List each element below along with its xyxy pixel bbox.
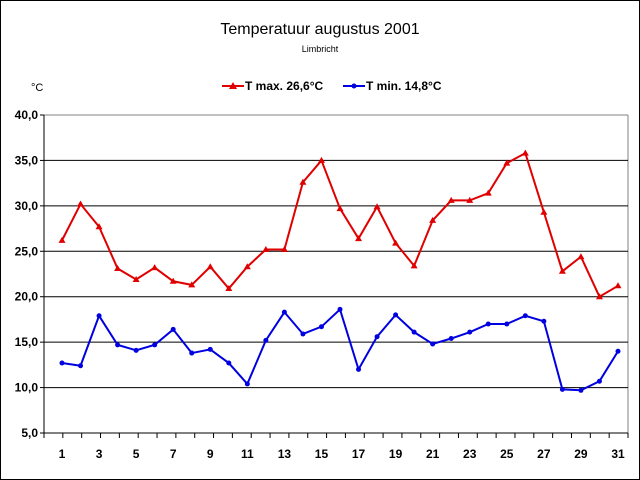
y-tick-label: 30,0: [15, 199, 39, 213]
data-point-tmin: [448, 336, 454, 342]
data-point-tmin: [522, 313, 528, 319]
data-point-tmax: [484, 189, 492, 196]
data-point-tmin: [281, 309, 287, 315]
data-point-tmax: [114, 265, 122, 272]
data-point-tmax: [188, 281, 196, 288]
data-point-tmin: [170, 326, 176, 332]
legend-label-tmax: T max. 26,6°C: [245, 79, 324, 93]
data-point-tmin: [263, 337, 269, 343]
data-point-tmax: [595, 293, 603, 300]
x-tick-label: 7: [170, 447, 177, 461]
data-point-tmin: [411, 329, 417, 335]
data-point-tmin: [189, 350, 195, 356]
data-point-tmin: [318, 324, 324, 330]
data-point-tmax: [373, 203, 381, 210]
data-point-tmax: [392, 239, 400, 246]
data-point-tmax: [503, 159, 511, 166]
x-tick-label: 5: [133, 447, 140, 461]
data-point-tmin: [244, 381, 250, 387]
legend-marker-tmax: [229, 82, 237, 89]
x-tick-label: 29: [574, 447, 588, 461]
data-point-tmin: [356, 366, 362, 372]
data-point-tmax: [355, 235, 363, 242]
x-tick-label: 9: [207, 447, 214, 461]
data-point-tmin: [59, 360, 65, 366]
data-point-tmin: [596, 378, 602, 384]
data-point-tmax: [410, 262, 418, 269]
data-point-tmax: [429, 216, 437, 223]
data-point-tmin: [430, 341, 436, 347]
x-tick-label: 17: [352, 447, 366, 461]
data-point-tmax: [280, 245, 288, 252]
data-point-tmin: [374, 334, 380, 340]
series-line-tmin: [61, 307, 619, 392]
data-point-tmax: [58, 236, 66, 243]
data-point-tmax: [466, 196, 474, 203]
data-point-tmax: [77, 200, 85, 207]
x-tick-label: 25: [500, 447, 514, 461]
data-point-tmin: [559, 386, 565, 392]
data-point-tmin: [504, 321, 510, 327]
data-point-tmax: [521, 149, 529, 156]
data-point-tmax: [447, 196, 455, 203]
x-tick-label: 19: [389, 447, 403, 461]
data-point-tmin: [393, 312, 399, 318]
chart-subtitle: Limbricht: [302, 44, 339, 54]
data-point-tmax: [577, 253, 585, 260]
data-point-tmin: [152, 342, 158, 348]
x-tick-label: 11: [241, 447, 254, 461]
data-point-tmax: [317, 156, 325, 163]
series-line-tmax: [61, 151, 619, 299]
data-point-tmax: [299, 178, 307, 185]
y-tick-label: 40,0: [15, 108, 39, 122]
x-tick-label: 21: [426, 447, 440, 461]
x-tick-label: 27: [537, 447, 551, 461]
data-point-tmin: [78, 363, 84, 369]
data-point-tmin: [207, 346, 213, 352]
data-point-tmin: [578, 387, 584, 393]
x-tick-label: 23: [463, 447, 477, 461]
data-point-tmax: [225, 285, 233, 292]
x-tick-label: 15: [315, 447, 329, 461]
y-tick-label: 25,0: [15, 244, 39, 258]
data-point-tmin: [541, 318, 547, 324]
data-point-tmin: [133, 347, 139, 353]
chart-title: Temperatuur augustus 2001: [220, 21, 419, 38]
data-point-tmin: [300, 331, 306, 337]
data-point-tmax: [206, 263, 214, 270]
data-point-tmax: [151, 264, 159, 271]
data-point-tmin: [96, 313, 102, 319]
y-axis-label: °C: [31, 82, 43, 94]
y-tick-label: 35,0: [15, 153, 39, 167]
x-tick-label: 31: [611, 447, 625, 461]
data-point-tmin: [115, 342, 121, 348]
data-point-tmin: [226, 360, 232, 366]
x-tick-label: 13: [278, 447, 292, 461]
x-tick-label: 3: [96, 447, 103, 461]
data-point-tmin: [615, 348, 621, 354]
data-point-tmax: [540, 208, 548, 215]
legend-label-tmin: T min. 14,8°C: [366, 79, 442, 93]
y-tick-label: 15,0: [15, 335, 39, 349]
data-point-tmin: [467, 329, 473, 335]
data-point-tmax: [169, 277, 177, 284]
legend-marker-tmin: [351, 83, 357, 89]
data-point-tmin: [485, 321, 491, 327]
y-tick-label: 20,0: [15, 290, 39, 304]
x-tick-label: 1: [59, 447, 66, 461]
y-tick-label: 10,0: [15, 381, 39, 395]
data-point-tmax: [243, 263, 251, 270]
data-point-tmax: [558, 267, 566, 274]
y-tick-label: 5,0: [21, 426, 38, 440]
data-point-tmin: [337, 306, 343, 312]
data-point-tmax: [132, 275, 140, 282]
legend: T max. 26,6°C T min. 14,8°C: [222, 79, 442, 93]
data-point-tmax: [614, 282, 622, 289]
data-point-tmax: [336, 205, 344, 212]
data-point-tmax: [262, 245, 270, 252]
data-point-tmax: [95, 223, 103, 230]
